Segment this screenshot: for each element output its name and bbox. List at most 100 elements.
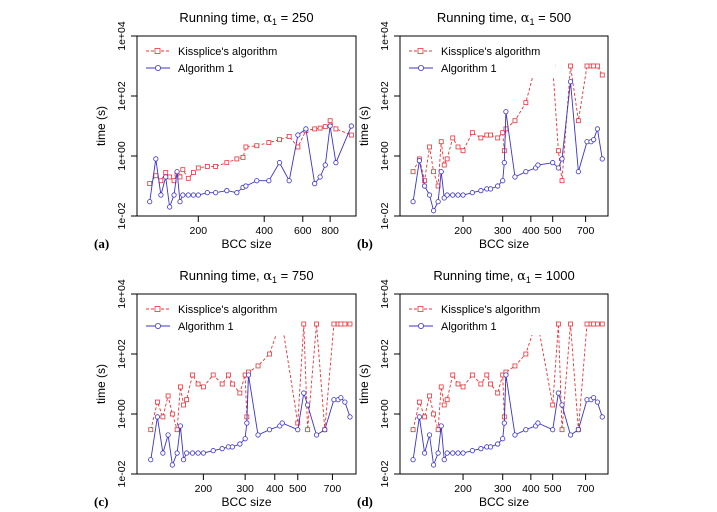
data-point-kissplice [450,372,456,378]
title-subscript: 1 [272,275,277,285]
data-point-kissplice [155,399,160,405]
data-point-kissplice [226,372,231,378]
x-tick-label: 400 [266,483,284,495]
y-tick-label: 1e+04 [379,279,391,309]
data-point-algorithm1 [444,192,450,198]
data-point-algorithm1 [219,446,225,452]
plot-frame [136,293,357,475]
x-axis-label: BCC size [221,237,271,251]
data-point-algorithm1 [435,199,441,205]
data-point-kissplice [455,381,461,387]
panel-label: (d) [357,494,373,509]
data-point-kissplice [422,178,427,184]
data-point-algorithm1 [559,402,565,408]
plot-frame [399,293,609,475]
data-point-algorithm1 [279,420,285,426]
data-point-kissplice [210,372,216,378]
legend-marker-algorithm1 [154,65,161,72]
data-point-kissplice [427,144,432,150]
y-tick-label: 1e+04 [379,21,391,51]
y-tick-label: 1e+02 [379,339,391,369]
data-point-kissplice [431,169,436,175]
data-point-algorithm1 [174,450,180,456]
x-tick-label: 500 [544,483,562,495]
data-point-algorithm1 [469,448,475,454]
title-subscript: 1 [530,17,535,27]
data-point-kissplice [322,124,328,130]
data-point-algorithm1 [503,372,509,378]
y-tick-label: 1e+00 [116,399,128,429]
data-point-algorithm1 [313,432,320,438]
x-tick-label: 200 [190,225,208,237]
series-line-algorithm1 [412,374,603,466]
x-tick-label: 200 [195,483,213,495]
data-point-kissplice [314,321,319,327]
chart-title: Running time, α1 = 1000 [433,268,574,285]
data-point-algorithm1 [245,372,252,378]
data-point-kissplice [338,321,344,327]
data-point-algorithm1 [333,160,339,166]
data-point-kissplice [317,125,323,131]
data-point-algorithm1 [255,432,261,438]
data-point-kissplice [431,411,436,417]
data-point-kissplice [195,381,201,387]
data-point-algorithm1 [165,432,171,438]
data-point-algorithm1 [189,450,196,456]
data-point-kissplice [165,393,171,399]
legend-marker-algorithm1 [417,322,424,329]
data-point-algorithm1 [450,192,456,198]
data-point-algorithm1 [469,190,475,196]
data-point-algorithm1 [295,427,301,433]
data-point-kissplice [523,351,529,357]
data-point-algorithm1 [180,192,186,198]
y-tick-label: 1e+02 [116,81,128,111]
y-tick-label: 1e-02 [379,460,391,487]
data-point-algorithm1 [234,190,240,196]
x-tick-label: 300 [236,483,254,495]
data-point-algorithm1 [501,160,507,166]
data-point-algorithm1 [523,427,529,433]
data-point-algorithm1 [322,162,328,168]
data-point-kissplice [342,321,348,327]
data-point-algorithm1 [478,188,484,194]
data-point-kissplice [331,321,337,327]
title-alpha: α [263,11,272,26]
data-point-kissplice [495,135,501,141]
title-subscript: 1 [272,17,277,27]
data-point-algorithm1 [163,174,169,180]
data-point-kissplice [234,156,240,162]
x-tick-label: 600 [294,225,312,237]
data-point-kissplice [568,321,573,327]
data-point-algorithm1 [276,160,283,166]
data-point-algorithm1 [550,427,556,433]
data-point-kissplice [478,381,484,387]
data-point-algorithm1 [342,399,348,405]
x-tick-label: 800 [321,225,339,237]
data-point-kissplice [229,381,235,387]
data-point-algorithm1 [599,156,605,162]
data-point-algorithm1 [327,123,333,129]
data-point-algorithm1 [438,169,444,175]
data-point-algorithm1 [184,450,190,456]
data-point-kissplice [495,390,501,396]
chart-panel-c: Running time, α1 = 750 1e-02 1e+00 1e+02 1e+… [94,268,357,509]
data-point-algorithm1 [455,192,461,198]
data-point-algorithm1 [594,399,601,405]
data-point-algorithm1 [148,457,154,463]
data-point-kissplice [204,164,210,169]
data-point-kissplice [254,143,260,149]
panel-label: (b) [357,236,373,251]
data-point-kissplice [599,72,605,78]
data-point-kissplice [295,144,301,150]
data-point-algorithm1 [500,436,506,442]
data-point-algorithm1 [312,181,318,187]
data-point-algorithm1 [348,123,354,129]
y-tick-label: 1e-02 [116,460,128,487]
data-point-kissplice [460,148,466,154]
legend-background [405,299,555,335]
data-point-algorithm1 [154,414,161,420]
data-point-kissplice [410,427,416,433]
data-point-algorithm1 [441,457,447,463]
legend-label-algorithm1: Algorithm 1 [441,321,497,333]
legend-label-kissplice: Kissplice's algorithm [178,304,277,316]
